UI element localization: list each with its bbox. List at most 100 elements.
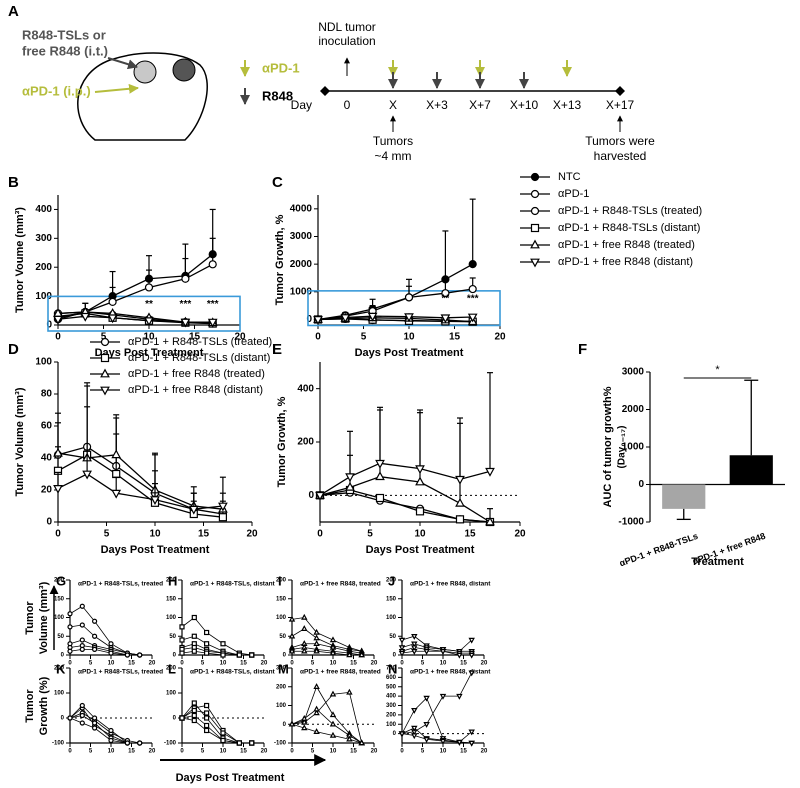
panel-label: A (8, 3, 19, 20)
marker (313, 640, 320, 646)
x-tick-label: 5 (311, 661, 315, 667)
marker (80, 312, 91, 322)
x-tick-label: 10 (220, 749, 227, 755)
y-tick-label: 200 (386, 712, 397, 718)
y-tick-label: -100 (274, 741, 287, 747)
marker (144, 283, 154, 292)
marker (204, 727, 210, 734)
marker (191, 700, 197, 706)
marker (100, 353, 110, 363)
y-tick-label: 500 (386, 684, 397, 690)
marker (358, 739, 365, 746)
annotation: ** (145, 299, 153, 310)
y-tick-label: 100 (386, 722, 397, 728)
marker (111, 489, 122, 499)
marker (67, 648, 73, 654)
marker (220, 641, 226, 647)
x-tick-label: 0 (55, 529, 61, 540)
marker (468, 729, 475, 736)
x-tick-label: 0 (68, 661, 72, 667)
timeline-label: X+3 (426, 98, 448, 112)
marker (313, 628, 320, 635)
marker (204, 650, 210, 656)
panel-label: L (168, 661, 176, 676)
marker (423, 649, 430, 655)
y-tick-label: 0 (46, 517, 52, 528)
marker (468, 637, 475, 644)
series-line (291, 708, 362, 744)
x-tick-label: 10 (330, 661, 337, 667)
marker (345, 481, 355, 491)
marker (415, 476, 425, 486)
label: Tumors (373, 134, 413, 148)
y-tick-label: 200 (386, 578, 397, 584)
marker (398, 637, 406, 644)
marker (329, 711, 337, 718)
x-tick-label: 15 (128, 661, 135, 667)
shared-labels: Tumor Volume (mm³) Tumor Growth (%) Days… (24, 581, 327, 784)
y-tick-label: 0 (173, 653, 177, 659)
y-tick-label: 0 (61, 653, 65, 659)
x-tick-label: 20 (234, 332, 246, 343)
marker (301, 724, 308, 731)
marker (218, 513, 227, 522)
annotation: *** (467, 293, 479, 304)
y-axis-label: Tumor Growth, % (274, 214, 286, 305)
chart-title: αPD-1 + R848-TSLs, distant (190, 581, 276, 588)
series-line (317, 315, 473, 321)
series-line (319, 462, 491, 496)
y-tick-label: 4000 (290, 203, 313, 214)
marker (440, 314, 451, 324)
schematic: A R848-TSLs or free R848 (i.t.) αPD-1 (i… (8, 3, 655, 163)
series-line (401, 672, 473, 735)
marker (423, 695, 430, 702)
y-tick-label: 100 (276, 703, 287, 709)
x-tick-label: 10 (330, 749, 337, 755)
series-line (319, 489, 491, 523)
timeline-label: X+7 (469, 98, 491, 112)
x-tick-label: 10 (108, 749, 115, 755)
y-tick-label: 0 (283, 722, 287, 728)
panel-label: F (578, 341, 587, 358)
marker (124, 652, 131, 658)
row-label: Tumor (24, 689, 36, 723)
y-tick-label: 200 (276, 578, 287, 584)
marker (79, 646, 85, 652)
x-tick-label: 15 (240, 749, 247, 755)
marker (191, 614, 197, 621)
timeline-label: 0 (344, 98, 351, 112)
x-tick-label: 0 (317, 529, 323, 540)
marker (67, 611, 73, 617)
x-tick-label: 0 (180, 749, 184, 755)
marker (79, 712, 85, 719)
bar (662, 484, 706, 509)
marker (530, 189, 540, 199)
marker (329, 690, 337, 697)
highlight-box (307, 290, 501, 327)
y-tick-label: -1000 (618, 517, 644, 528)
marker (439, 738, 447, 745)
marker (423, 737, 430, 743)
y-tick-label: 0 (283, 653, 287, 659)
legend-label: αPD-1 (558, 188, 589, 200)
marker (191, 648, 197, 654)
panel-label: I (278, 573, 282, 588)
marker (411, 645, 418, 652)
panel-label: J (388, 573, 395, 588)
marker (67, 715, 73, 721)
marker (313, 647, 320, 654)
legend-label: NTC (558, 171, 581, 183)
y-tick-label: 200 (297, 437, 314, 448)
timeline-label: X (389, 98, 397, 112)
marker (530, 172, 540, 182)
y-axis-label: Tumor Growth, % (276, 396, 288, 487)
y-tick-label: 300 (35, 233, 52, 244)
y-tick-label: 200 (166, 666, 177, 672)
marker (530, 223, 540, 233)
x-tick-label: 15 (464, 529, 476, 540)
y-tick-label: 0 (61, 716, 65, 722)
chart-title: αPD-1 + free R848, distant (410, 581, 491, 588)
label: free R848 (i.t.) (22, 43, 108, 58)
panel-label: B (8, 174, 19, 191)
x-tick-label: 5 (421, 749, 425, 755)
